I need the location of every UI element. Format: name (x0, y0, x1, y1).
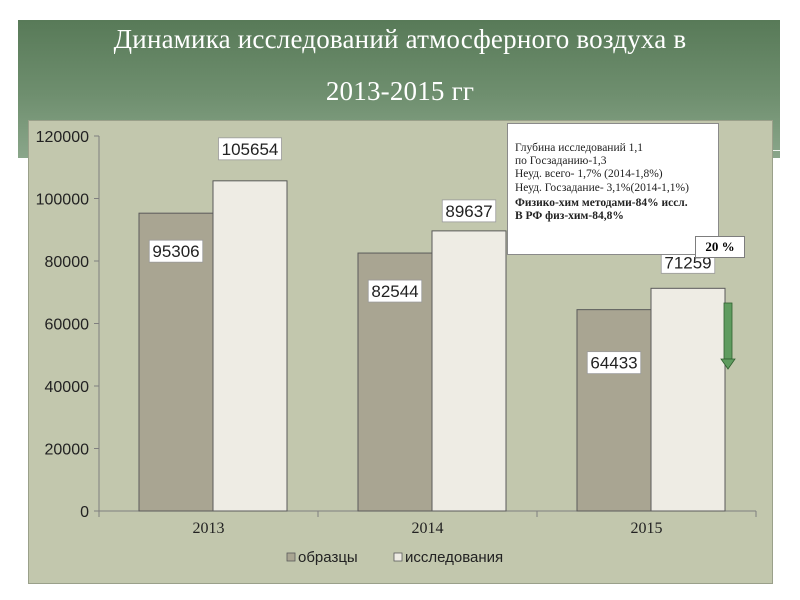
data-label-box (441, 199, 497, 223)
data-label: 89637 (445, 202, 492, 221)
bar-исследования (431, 230, 507, 512)
data-label: 64433 (590, 354, 637, 373)
data-label: 95306 (152, 242, 199, 261)
y-tick-label: 20000 (45, 442, 90, 459)
data-label: 105654 (222, 140, 279, 159)
data-label-box (367, 279, 423, 303)
down-arrow-shaft (723, 302, 733, 360)
legend-swatch-samples (286, 552, 296, 562)
note-line: Физико-хим методами-84% иссл. (515, 196, 688, 209)
legend-label-samples: образцы (298, 549, 358, 566)
y-tick-label: 120000 (36, 129, 89, 146)
slide-subtitle: 2013-2015 гг (325, 76, 475, 106)
data-label-box (148, 239, 204, 263)
data-label: 71259 (664, 253, 711, 272)
chart-frame: 0 20000 40000 60000 80000 100000 120000 2013 201… (28, 120, 773, 584)
data-label-box (218, 137, 282, 161)
data-label: 82544 (371, 282, 418, 301)
y-tick-label: 0 (80, 504, 89, 521)
note-line: Глубина исследований 1,1 (515, 142, 644, 154)
note-line: В РФ физ-хим-84,8% (515, 210, 624, 223)
x-tick-label: 2013 (193, 520, 225, 537)
x-tick-label: 2015 (631, 520, 663, 537)
decorative-line (18, 168, 28, 169)
note-line: Неуд. всего- 1,7% (2014-1,8%) (515, 168, 663, 181)
note-line: по Госзаданию-1,3 (515, 155, 607, 168)
data-label-box (586, 351, 642, 375)
y-tick-label: 60000 (45, 317, 90, 334)
down-arrow-icon (720, 358, 736, 370)
bar-образцы (138, 212, 214, 512)
y-tick-label: 100000 (36, 192, 89, 209)
legend-swatch-studies (393, 552, 403, 562)
bar-образцы (576, 309, 652, 512)
slide-title: Динамика исследований атмосферного возду… (113, 24, 687, 54)
note-line: Неуд. Госзадание- 3,1%(2014-1,1%) (515, 181, 689, 194)
y-tick-label: 80000 (45, 254, 90, 271)
percent-badge: 20 % (695, 236, 745, 258)
bar-исследования (650, 287, 726, 512)
x-tick-label: 2014 (412, 520, 444, 537)
y-tick-label: 40000 (45, 379, 90, 396)
bar-chart: 0 20000 40000 60000 80000 100000 120000 2013 201… (36, 129, 757, 566)
legend-label-studies: исследования (405, 549, 503, 566)
info-note: Глубина исследований 1,1 по Госзаданию-1… (507, 123, 719, 255)
bar-исследования (212, 180, 288, 512)
